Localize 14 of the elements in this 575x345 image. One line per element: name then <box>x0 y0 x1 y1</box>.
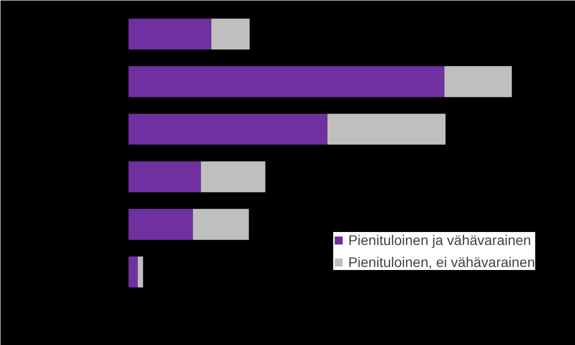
bar <box>128 18 212 50</box>
bar <box>211 18 250 50</box>
bar <box>128 208 193 240</box>
bar <box>200 161 266 192</box>
bar <box>192 208 249 240</box>
bar <box>138 256 144 288</box>
bar <box>128 256 138 288</box>
bar <box>128 161 201 192</box>
bar <box>444 66 512 98</box>
legend-label: Pienituloinen, ei vähävarainen <box>348 254 535 270</box>
legend-label: Pienituloinen ja vähävarainen <box>348 232 532 248</box>
bar <box>327 114 446 145</box>
bar <box>128 114 328 145</box>
bar <box>128 66 444 98</box>
